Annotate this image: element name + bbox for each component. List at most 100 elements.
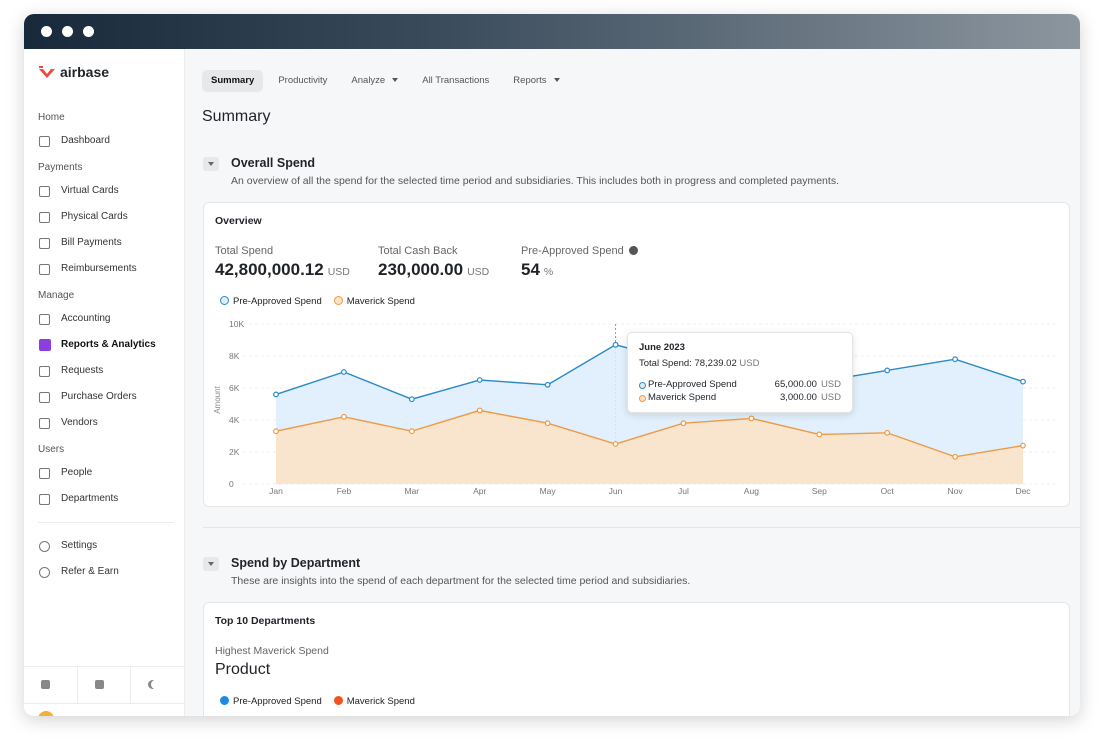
x-tick-label: Nov: [948, 486, 964, 496]
nav-item[interactable]: Physical Cards: [24, 204, 184, 230]
avatar[interactable]: [38, 711, 54, 716]
nav-icon: [39, 541, 50, 552]
section-description: These are insights into the spend of eac…: [231, 575, 691, 587]
nav-label: Dashboard: [61, 135, 110, 146]
tab[interactable]: Reports: [504, 70, 568, 92]
page-title: Summary: [202, 108, 271, 125]
nav-item[interactable]: Requests: [24, 358, 184, 384]
tab[interactable]: Productivity: [269, 70, 336, 92]
collapse-toggle[interactable]: [203, 157, 219, 171]
nav-item[interactable]: Bill Payments: [24, 230, 184, 256]
tab[interactable]: Summary: [202, 70, 264, 92]
tooltip-row-name: Maverick Spend: [648, 392, 717, 403]
legend-swatch: [333, 696, 343, 705]
tab-label: Summary: [211, 75, 255, 86]
tooltip: June 2023 Total Spend: 78,239.02 USD Pre…: [627, 332, 853, 413]
nav-group: Users People Departments: [24, 440, 184, 512]
legend-item[interactable]: Pre-Approved Spend: [220, 296, 322, 307]
logo-icon: [39, 66, 55, 78]
tooltip-total-label: Total Spend:: [639, 358, 692, 369]
help-button[interactable]: [78, 667, 132, 703]
nav-item[interactable]: Departments: [24, 486, 184, 512]
legend-label: Pre-Approved Spend: [233, 696, 322, 707]
nav-label: People: [61, 467, 93, 478]
point: [544, 381, 551, 388]
tab-caret: [392, 78, 399, 83]
legend-item[interactable]: Maverick Spend: [333, 696, 415, 707]
nav-section-title: Home: [38, 112, 65, 123]
legend-label: Maverick Spend: [346, 696, 415, 707]
divider: [203, 527, 1080, 528]
y-tick-label: 4K: [229, 415, 240, 425]
nav-label: Refer & Earn: [61, 566, 119, 577]
collapse-toggle[interactable]: [203, 557, 219, 571]
bottom-button[interactable]: [24, 667, 78, 703]
metric-value: 42,800,000.12 USD: [215, 260, 350, 280]
nav-label: Settings: [61, 540, 98, 551]
metric-label-text: Total Spend: [215, 245, 274, 257]
window-dot[interactable]: [83, 26, 94, 37]
metric-label-text: Total Cash Back: [378, 245, 458, 257]
nav-item[interactable]: Virtual Cards: [24, 178, 184, 204]
point: [612, 441, 619, 447]
nav-icon: [39, 136, 50, 147]
nav-item[interactable]: Settings: [24, 533, 184, 559]
tooltip-title: June 2023: [639, 342, 685, 353]
nav-label: Vendors: [61, 417, 98, 428]
legend: Pre-Approved Spend Maverick Spend: [220, 696, 415, 707]
x-tick-label: Aug: [744, 486, 759, 496]
y-tick-label: 8K: [229, 351, 240, 361]
nav-icon: [39, 264, 50, 275]
nav-item[interactable]: Vendors: [24, 410, 184, 436]
window-dot[interactable]: [62, 26, 73, 37]
nav-item[interactable]: Reports & Analytics: [24, 332, 184, 358]
y-tick-label: 6K: [229, 383, 240, 393]
tab[interactable]: All Transactions: [413, 70, 498, 92]
point: [408, 428, 415, 435]
nav-item[interactable]: Accounting: [24, 306, 184, 332]
point: [273, 428, 279, 435]
app-window: airbase Home Dashboard Payments Virtual Car…: [24, 14, 1080, 716]
nav-icon: [39, 418, 50, 429]
metric-number: 230,000.00: [378, 260, 464, 279]
nav-item[interactable]: People: [24, 460, 184, 486]
nav-label: Requests: [61, 365, 104, 376]
tooltip-total: Total Spend: 78,239.02 USD: [639, 358, 759, 369]
tooltip-unit: USD: [820, 379, 841, 390]
legend-item[interactable]: Pre-Approved Spend: [220, 696, 322, 707]
legend-item[interactable]: Maverick Spend: [333, 296, 415, 307]
nav-label: Accounting: [61, 313, 111, 324]
y-tick-label: 0: [229, 479, 234, 489]
nav-icon: [39, 314, 50, 325]
line: [275, 409, 1024, 458]
point: [341, 369, 347, 375]
nav-item[interactable]: Reimbursements: [24, 256, 184, 282]
y-tick-label: 10K: [229, 319, 244, 329]
sidebar: airbase Home Dashboard Payments Virtual Car…: [24, 49, 185, 716]
x-tick-label: Oct: [881, 486, 895, 496]
nav-item[interactable]: Refer & Earn: [24, 559, 184, 585]
area: [276, 410, 1023, 484]
nav-label: Reimbursements: [61, 263, 137, 274]
tooltip-row-value: 3,000.00 USD: [780, 392, 841, 403]
tooltip-swatch: [639, 382, 646, 389]
tooltip-total-value: 78,239.02: [694, 358, 737, 369]
metric-value: 54%: [521, 260, 553, 280]
legend-label: Maverick Spend: [346, 296, 415, 307]
window-dot[interactable]: [41, 26, 52, 37]
x-tick-label: May: [540, 486, 557, 496]
tab[interactable]: Analyze: [342, 70, 407, 92]
nav-item[interactable]: Dashboard: [24, 128, 184, 154]
point: [612, 341, 619, 348]
nav-item[interactable]: Purchase Orders: [24, 384, 184, 410]
y-axis-label: Amount: [213, 385, 222, 413]
tooltip-value: 65,000.00: [774, 379, 817, 390]
nav-label: Departments: [61, 493, 119, 504]
metric-label-text: Pre-Approved Spend: [521, 245, 624, 257]
chart: 0 2K 4K 6K 8K 10K Amount Jan Feb Mar Apr May Jun Jul A…: [213, 319, 1055, 496]
nav-group: Home Dashboard: [24, 108, 184, 154]
tooltip-unit: USD: [739, 358, 760, 369]
nav-section-title: Manage: [38, 290, 75, 301]
x-tick-label: Dec: [1015, 486, 1031, 496]
nav-icon: [39, 494, 50, 505]
